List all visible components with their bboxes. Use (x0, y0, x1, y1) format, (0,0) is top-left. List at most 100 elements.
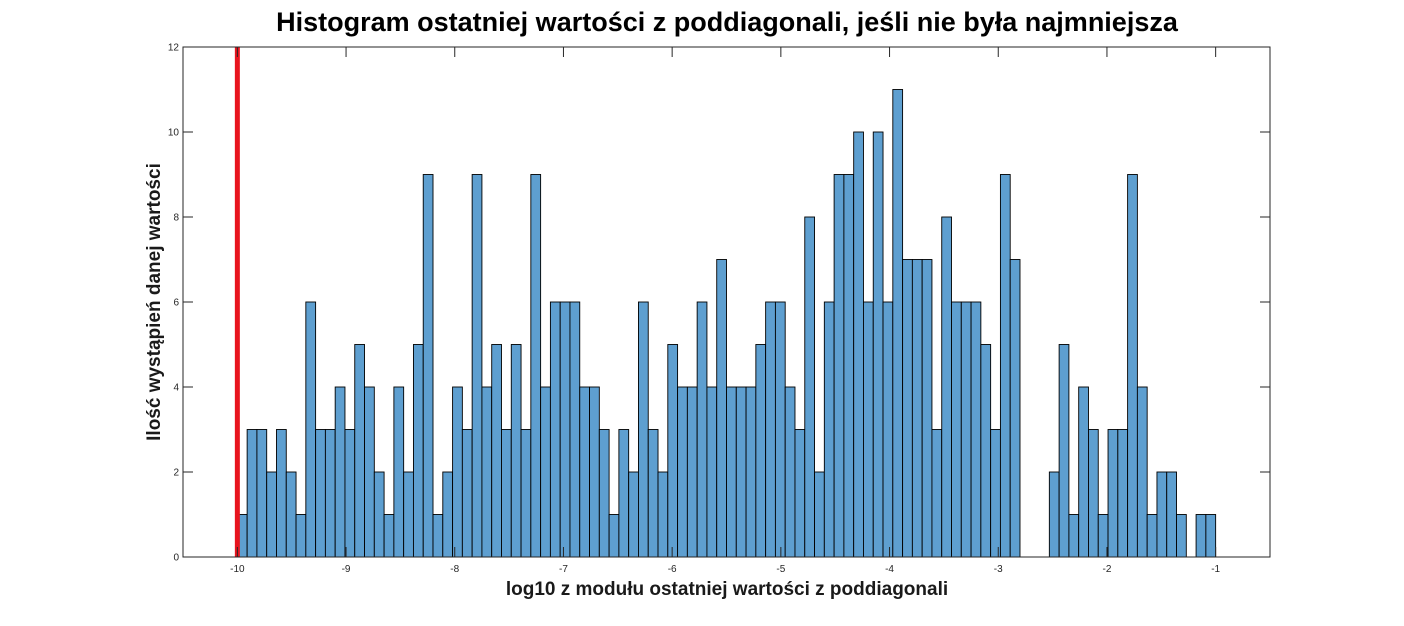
histogram-bar (608, 514, 620, 558)
histogram-bar (726, 386, 737, 558)
histogram-bar (638, 301, 649, 558)
histogram-bar (951, 301, 962, 558)
y-tick-label: 12 (168, 43, 180, 54)
histogram-bar (1068, 514, 1080, 558)
histogram-bar (941, 216, 952, 558)
x-tick-label: -2 (1102, 564, 1111, 575)
histogram-bar (745, 386, 757, 558)
histogram-bar (589, 386, 600, 558)
histogram-bar (344, 429, 356, 558)
histogram-bar (266, 471, 277, 558)
histogram-bar (686, 386, 698, 558)
histogram-bar (432, 514, 444, 558)
y-tick-label: 2 (173, 468, 179, 479)
histogram-bar (276, 429, 287, 558)
histogram-bar (295, 514, 307, 558)
histogram-bar (491, 344, 502, 558)
histogram-bar (334, 386, 346, 558)
histogram-bar (863, 301, 874, 558)
histogram-bar (657, 471, 669, 558)
histogram-bar (569, 301, 581, 558)
x-axis-ticks: -10 -9 -8 -7 -6 -5 -4 -3 -2 -1 (230, 47, 1221, 575)
x-tick-label: -8 (450, 564, 459, 575)
histogram-bar (1156, 471, 1168, 558)
x-tick-label: -6 (668, 564, 677, 575)
histogram-bar (1009, 259, 1021, 558)
histogram-bar (823, 301, 835, 558)
histogram-bar (628, 471, 639, 558)
histogram-bar (833, 174, 845, 558)
histogram-bar (755, 344, 767, 558)
chart-title: Histogram ostatniej wartości z poddiagon… (276, 7, 1179, 37)
y-axis-ticks: 0 2 4 6 8 10 12 (168, 43, 1270, 564)
histogram-bar (853, 131, 864, 558)
histogram-bar (872, 131, 884, 558)
histogram-bar (1127, 174, 1138, 558)
histogram-bar (990, 429, 1001, 558)
histogram-bar (540, 386, 551, 558)
histogram-bar (774, 301, 786, 558)
histogram-bar (324, 429, 336, 558)
histogram-bar (256, 429, 268, 558)
histogram-bar (902, 259, 913, 558)
x-axis-label: log10 z modułu ostatniej wartości z podd… (506, 579, 948, 600)
y-tick-label: 0 (173, 553, 179, 564)
histogram-bar (549, 301, 561, 558)
histogram-bar (530, 174, 542, 558)
histogram-bar (1088, 429, 1099, 558)
y-tick-label: 6 (173, 298, 179, 309)
histogram-bar (765, 301, 776, 558)
x-tick-label: -1 (1211, 564, 1220, 575)
histogram-bar (911, 259, 923, 558)
histogram-bar (892, 89, 904, 558)
histogram-bar (1146, 514, 1158, 558)
histogram-bar (559, 301, 571, 558)
histogram-bar (696, 301, 708, 558)
histogram-bar (794, 429, 806, 558)
x-tick-label: -4 (885, 564, 894, 575)
histogram-bar (315, 429, 326, 558)
x-tick-label: -5 (776, 564, 785, 575)
histogram-bar (422, 174, 434, 558)
x-tick-label: -3 (994, 564, 1003, 575)
histogram-bar (1078, 386, 1089, 558)
histogram-bar (1048, 471, 1060, 558)
histogram-bar (999, 174, 1011, 558)
histogram-bar (618, 429, 630, 558)
histogram-bar (461, 429, 473, 558)
histogram-bar (647, 429, 659, 558)
histogram-bar (970, 301, 982, 558)
histogram-bar (598, 429, 610, 558)
histogram-bar (1166, 471, 1177, 558)
histogram-bar (520, 429, 532, 558)
histogram-bar (1058, 344, 1070, 558)
histogram-bar (285, 471, 297, 558)
histogram-bar (393, 386, 405, 558)
histogram-bar (579, 386, 590, 558)
histogram-bar (677, 386, 688, 558)
histogram-bar (373, 471, 385, 558)
histogram-bar (403, 471, 414, 558)
histogram-bar (305, 301, 317, 558)
histogram-bar (412, 344, 424, 558)
histogram-bar (1117, 429, 1129, 558)
histogram-bar (1107, 429, 1119, 558)
histogram-bar (716, 259, 727, 558)
y-tick-label: 8 (173, 213, 179, 224)
histogram-bar (452, 386, 463, 558)
y-tick-label: 10 (168, 128, 180, 139)
bars-group (236, 89, 1217, 558)
histogram-bar (1205, 514, 1217, 558)
histogram-bar (814, 471, 825, 558)
histogram-bar (354, 344, 365, 558)
histogram-bar (667, 344, 679, 558)
histogram-bar (1176, 514, 1187, 558)
histogram-bar (784, 386, 796, 558)
histogram-bar (882, 301, 894, 558)
x-tick-label: -10 (230, 564, 245, 575)
y-tick-label: 4 (173, 383, 179, 394)
histogram-bar (921, 259, 933, 558)
histogram-bar (383, 514, 395, 558)
histogram-bar (510, 344, 522, 558)
